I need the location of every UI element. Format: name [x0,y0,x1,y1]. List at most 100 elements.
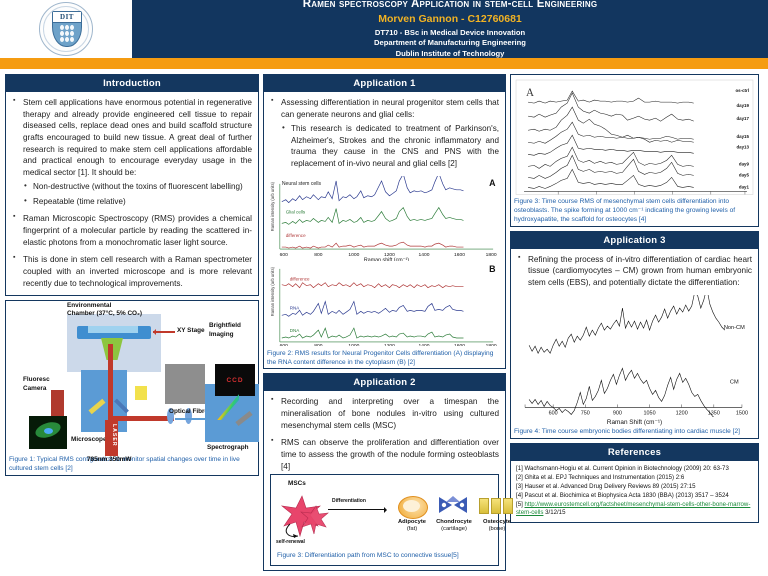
panel-references: References [1] Wachsmann-Hogiu et al. Cu… [510,442,759,524]
label-optical-fibre: Optical Fibre [169,408,209,416]
list-item: Non-destructive (without the toxins of f… [23,180,252,192]
list-item: This is done in stem cell research with … [12,253,252,289]
chondrocyte-icon [439,496,467,514]
trace-label-neural: Neural stem cells [282,181,322,187]
panel-label-a: A [489,178,496,188]
reference-item: [4] Pascut et al. Biochimica et Biophysi… [516,492,729,500]
affiliation-line-1: DT710 - BSc in Medical Device Innovation [374,27,526,37]
label-chamber: Chamber (37°C, 5% CO₂) [67,310,142,318]
application1-bullet-list: Assessing differentiation in neural prog… [270,96,499,169]
crest-label: DIT [60,13,74,21]
panel-application-2: Application 2 Recording and interpreting… [263,373,513,571]
references-list: [1] Wachsmann-Hogiu et al. Current Opini… [511,461,758,522]
trace-label-difference: difference [286,233,306,238]
xtick: 1200 [384,343,395,346]
trace-label-non-cm: Non-CM [724,325,745,331]
author-name: Morven Gannon - C12760681 [378,13,522,26]
list-item: Refining the process of in-vitro differe… [517,253,752,289]
xtick: 1800 [486,343,497,346]
label-xy-stage: XY Stage [177,327,205,335]
trace-label-difference: difference [290,277,310,282]
reference-item: [5] http://www.eurostemcell.org/factshee… [516,501,753,517]
logo-container: DIT [0,0,132,58]
figure-3-msc-caption: Figure 3: Differentiation path from MSC … [277,552,459,560]
affiliation-line-2: Department of Manufacturing Engineering [374,38,526,48]
header-text-block: Ramen spectroscopy Application in stem-c… [132,0,768,58]
xtick: 800 [314,252,322,258]
xtick: 600 [549,410,558,416]
figure-3-spectra-caption: Figure 3: Time course RMS of mesenchymal… [514,198,736,223]
msc-star-icon [280,495,329,539]
trace-label: day15 [736,134,749,139]
label-osteocyte-sub: (bone) [488,526,506,533]
list-item: Recording and interpreting over a timesp… [270,395,499,431]
xtick: 800 [314,343,322,346]
figure-4-axis-label: Raman Shift (cm⁻¹) [606,419,663,427]
label-spectrograph: Spectrograph [207,444,249,452]
application3-bullet-list: Refining the process of in-vitro differe… [517,253,752,289]
affiliation-line-3: Dublin Institute of Technology [395,48,505,58]
panel-heading-application-2: Application 2 [264,374,505,392]
application2-bullet-list: Recording and interpreting over a timesp… [270,395,499,472]
xtick: 1500 [736,410,748,416]
panel-introduction: Introduction Stem cell applications have… [5,74,259,297]
label-brightfield: Brightfield [209,322,241,330]
xtick: 1200 [676,410,688,416]
label-chondrocyte: Chondrocyte [436,519,472,526]
axis-label-x: Raman shift (cm⁻¹) [364,258,409,262]
figure-2a-chart: Neural stem cells A Raman intensity (arb… [270,176,497,262]
panel-application-3: Application 3 Refining the process of in… [510,230,759,439]
panel-application-1: Application 1 Assessing differentiation … [263,74,506,370]
trace-label: day17 [736,116,749,121]
axis-label-y: Raman intensity (arb units) [270,182,275,232]
reference-date: 3/12/15 [543,509,566,517]
label-microscope: Microscope [71,436,107,444]
label-adipocyte-sub: (fat) [406,526,418,533]
label-ccd: CCD [226,376,244,384]
label-chondrocyte-sub: (cartilage) [441,526,467,533]
list-item: Assessing differentiation in neural prog… [270,96,499,169]
trace-label-dna: DNA [290,328,301,333]
poster-header: DIT Ramen spectroscopy Application in st… [0,0,768,58]
reference-link[interactable]: http://www.eurostemcell.org/factsheet/me… [516,501,751,517]
page-title: Ramen spectroscopy Application in stem-c… [302,0,598,10]
figure-3-msc-diagram: MSCs Differentiation self-renewal [274,478,513,550]
list-item: RMS can observe the proliferation and di… [270,436,499,472]
xtick: 1600 [454,252,465,258]
panel-heading-references: References [511,443,758,461]
panel-heading-introduction: Introduction [6,75,258,92]
trace-label: day1 [739,184,750,189]
trace-label: day9 [739,161,750,166]
panel-heading-application-1: Application 1 [264,75,505,92]
app1-bullet-1: Assessing differentiation in neural prog… [281,98,499,119]
reference-item: [1] Wachsmann-Hogiu et al. Current Opini… [516,464,729,472]
list-item: Repeatable (time relative) [23,195,252,207]
axis-label-y: Raman intensity (arb units) [270,266,275,316]
label-adipocyte: Adipocyte [397,519,427,526]
label-self-renewal: self-renewal [276,539,305,546]
label-imaging: Imaging [209,331,234,339]
trace-label: day13 [736,144,749,149]
xtick: 1400 [419,252,430,258]
label-laser-spec: 785nm 350mW [87,456,132,464]
xtick: 1000 [348,343,359,346]
xtick: 900 [613,410,622,416]
figure-3-msc-wrapper: MSCs Differentiation self-renewal [270,474,513,566]
label-fluoresc: Fluoresc [23,376,50,384]
trace-label-glial: Glial cells [286,210,306,215]
column-left: Introduction Stem cell applications have… [5,74,259,574]
label-differentiation: Differentiation [332,498,366,505]
column-middle: Application 1 Assessing differentiation … [263,74,513,574]
label-camera: Camera [23,385,47,393]
intro-bullet-1: Stem cell applications have enormous pot… [23,98,252,177]
figure-1-schematic: Environmental Chamber (37°C, 5% CO₂) XY … [9,302,259,463]
column-right: A os-ctrl day [510,74,759,574]
xtick: 1800 [486,252,497,258]
label-mscs: MSCs [288,480,306,488]
figure-2b-chart: B Raman intensity (arb units) difference… [270,264,497,346]
trace-label: day5 [739,172,750,177]
label-environmental: Environmental [67,302,112,310]
reference-item: [2] Ghita et al. EPJ Techniques and Inst… [516,473,685,481]
figure-3-chart: A os-ctrl day [515,79,754,195]
